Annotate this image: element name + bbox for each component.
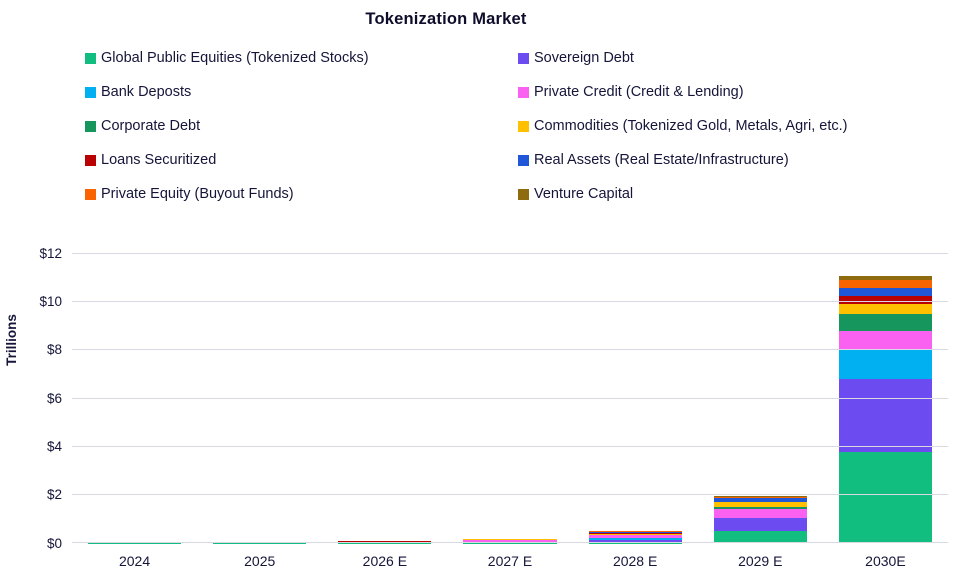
gridline [72, 445, 948, 447]
x-axis-label: 2026 E [362, 553, 408, 569]
gridline [72, 300, 948, 302]
y-tick-label: $0 [46, 535, 62, 551]
legend-label: Private Credit (Credit & Lending) [534, 84, 744, 100]
legend-swatch-icon [85, 53, 96, 64]
legend-item: Private Equity (Buyout Funds) [85, 184, 518, 205]
legend-item: Sovereign Debt [518, 48, 847, 69]
gridline [72, 349, 948, 351]
legend-label: Bank Deposts [101, 84, 192, 100]
legend-label: Commodities (Tokenized Gold, Metals, Agr… [534, 118, 848, 134]
legend: Global Public Equities (Tokenized Stocks… [85, 48, 847, 205]
bar-segment [588, 538, 682, 540]
legend-label: Global Public Equities (Tokenized Stocks… [101, 50, 369, 66]
bar-segment [338, 541, 432, 543]
bar-segment [713, 496, 807, 498]
legend-swatch-icon [85, 121, 96, 132]
legend-swatch-icon [85, 87, 96, 98]
x-axis-category-labels: 2024 2025 2026 E 2027 E 2028 E 2029 E 2030E [72, 553, 948, 569]
bar-segment [838, 331, 933, 351]
y-axis-tick-labels: $0 $2 $4 $6 $8 $10 $12 [0, 0, 62, 584]
legend-swatch-icon [518, 155, 529, 166]
bar-segment [713, 509, 807, 518]
bar-segment [838, 350, 933, 380]
x-axis-label: 2030E [865, 553, 906, 569]
bar-segment [713, 518, 807, 532]
bar-segment [713, 531, 807, 544]
x-axis-label: 2024 [118, 553, 151, 569]
y-tick-label: $8 [46, 342, 62, 358]
legend-label: Private Equity (Buyout Funds) [101, 186, 294, 202]
bar-segment [588, 533, 682, 535]
bar-segment [588, 539, 682, 543]
legend-label: Venture Capital [534, 186, 634, 202]
bar-slot [698, 254, 823, 544]
x-axis-label: 2025 [244, 553, 276, 569]
legend-item: Private Credit (Credit & Lending) [518, 82, 847, 103]
y-tick-label: $4 [46, 438, 62, 454]
legend-item: Corporate Debt [85, 116, 518, 137]
bar-segment [713, 507, 807, 510]
gridline [72, 542, 948, 544]
x-axis-label: 2029 E [738, 553, 783, 569]
bar-segment [588, 535, 682, 539]
x-axis-label: 2027 E [487, 553, 533, 569]
legend-swatch-icon [85, 155, 96, 166]
legend-item: Global Public Equities (Tokenized Stocks… [85, 48, 518, 69]
bar-segment [588, 531, 682, 533]
legend-swatch-icon [518, 53, 529, 64]
legend-label: Corporate Debt [101, 118, 201, 134]
bar-series-container [72, 254, 948, 544]
legend-label: Sovereign Debt [534, 50, 634, 66]
stacked-bar [838, 275, 933, 544]
legend-swatch-icon [518, 87, 529, 98]
bar-segment [838, 314, 933, 331]
legend-swatch-icon [85, 189, 96, 200]
y-tick-label: $12 [39, 245, 62, 261]
bar-segment [463, 540, 557, 543]
gridline [72, 397, 948, 399]
bar-segment [213, 542, 307, 543]
bar-segment [838, 280, 933, 288]
legend-label: Real Assets (Real Estate/Infrastructure) [534, 152, 789, 168]
bar-segment [713, 497, 807, 499]
legend-label: Loans Securitized [101, 152, 217, 168]
bar-segment [838, 296, 933, 305]
bar-segment [713, 498, 807, 503]
bar-segment [838, 379, 933, 452]
gridline [72, 494, 948, 496]
bar-slot [823, 254, 948, 544]
legend-item: Bank Deposts [85, 82, 518, 103]
legend-item: Loans Securitized [85, 150, 518, 171]
legend-item: Real Assets (Real Estate/Infrastructure) [518, 150, 847, 171]
y-tick-label: $2 [46, 487, 62, 503]
bar-segment [588, 532, 682, 534]
y-tick-label: $10 [39, 294, 62, 309]
bar-segment [713, 502, 807, 508]
legend-item: Commodities (Tokenized Gold, Metals, Agr… [518, 116, 847, 137]
x-axis-label: 2028 E [612, 553, 658, 569]
stacked-bar [713, 496, 807, 544]
legend-item: Venture Capital [518, 184, 847, 205]
gridline [72, 252, 948, 254]
bar-segment [838, 275, 933, 281]
legend-swatch-icon [518, 121, 529, 132]
bar-segment [838, 304, 933, 315]
legend-swatch-icon [518, 189, 529, 200]
y-tick-label: $6 [46, 390, 62, 406]
plot-area [72, 252, 948, 544]
bar-segment [838, 451, 933, 544]
chart-title: Tokenization Market [365, 10, 527, 28]
bar-segment [838, 287, 933, 297]
